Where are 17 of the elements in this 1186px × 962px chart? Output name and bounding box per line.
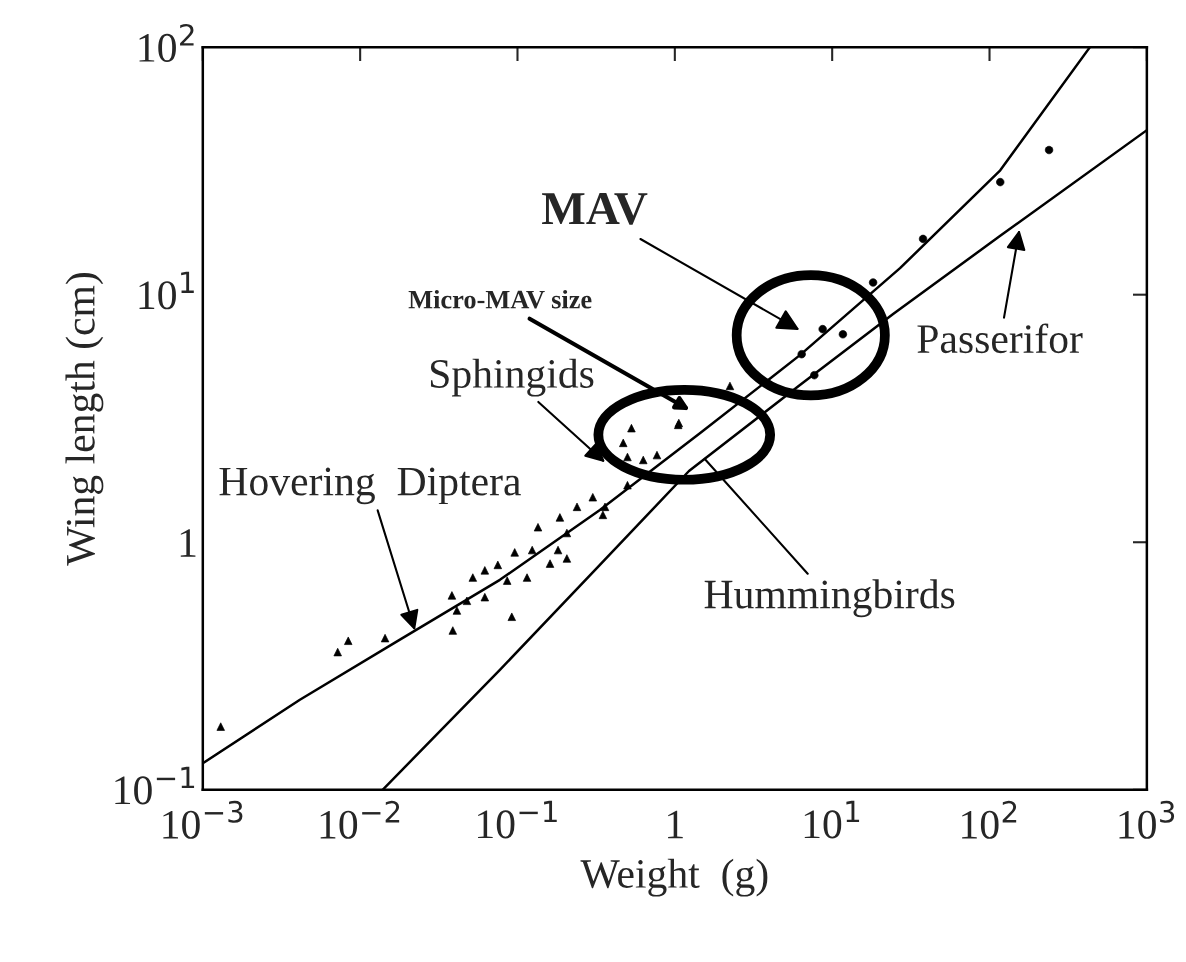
annotation: Micro-MAV size — [408, 289, 592, 309]
x-tick-label: 10$^{−2}$ — [320, 800, 400, 839]
x-tick-label: 10$^{1}$ — [804, 800, 860, 839]
annotation: MAV — [542, 192, 648, 225]
x-tick-label: 10$^{−1}$ — [478, 800, 557, 839]
annotation: Hovering Diptera — [219, 467, 521, 505]
x-tick-label: 10$^{3}$ — [1119, 800, 1175, 839]
y-tick-label: 10$^{2}$ — [139, 23, 194, 62]
y-tick-label: 1 — [180, 529, 196, 557]
x-axis-title: Weight (g) — [580, 858, 768, 897]
annotation: Hummingbirds — [704, 579, 955, 618]
annotation: Passerifor — [917, 323, 1083, 354]
y-axis-title: Wing length (cm) — [65, 273, 104, 566]
x-tick-label: 10$^{2}$ — [962, 800, 1017, 839]
annotation: Sphingids — [430, 358, 594, 397]
x-tick-label: 1 — [668, 810, 683, 839]
y-tick-label: 10$^{1}$ — [139, 271, 194, 310]
